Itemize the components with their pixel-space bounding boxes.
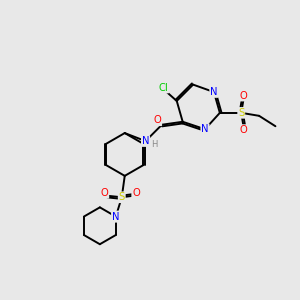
Text: N: N	[142, 136, 149, 146]
Text: O: O	[240, 91, 248, 100]
Text: O: O	[101, 188, 108, 198]
Text: O: O	[154, 115, 161, 125]
Text: Cl: Cl	[158, 82, 168, 93]
Text: N: N	[210, 87, 218, 97]
Text: O: O	[132, 188, 140, 198]
Text: N: N	[112, 212, 120, 222]
Text: O: O	[240, 125, 248, 135]
Text: N: N	[201, 124, 209, 134]
Text: N: N	[112, 212, 120, 222]
Text: S: S	[118, 192, 125, 202]
Text: H: H	[151, 140, 158, 148]
Text: S: S	[238, 108, 244, 118]
